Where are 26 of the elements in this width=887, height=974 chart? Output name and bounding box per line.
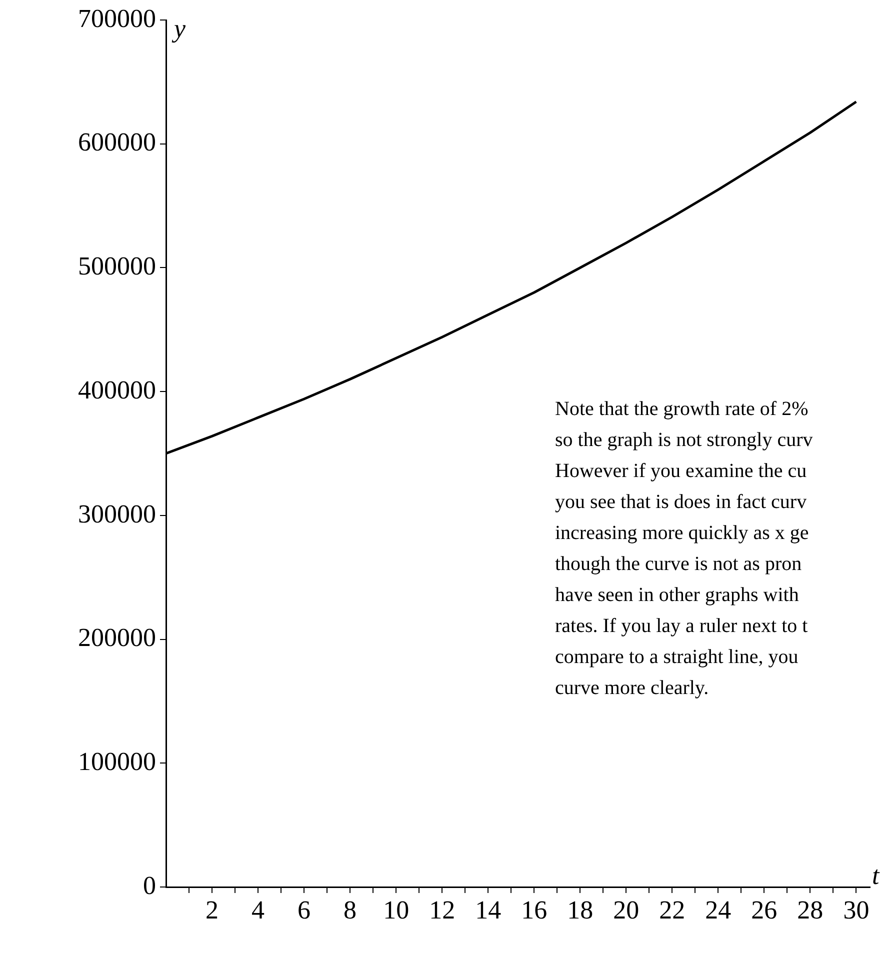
y-tick-label: 300000 bbox=[78, 499, 156, 528]
x-tick-label: 26 bbox=[751, 895, 778, 924]
x-tick-label: 24 bbox=[705, 895, 732, 924]
x-tick-label: 20 bbox=[613, 895, 640, 924]
x-tick-label: 6 bbox=[298, 895, 311, 924]
x-tick-label: 2 bbox=[206, 895, 219, 924]
x-tick-label: 10 bbox=[383, 895, 410, 924]
y-tick-label: 700000 bbox=[78, 4, 156, 33]
x-tick-label: 8 bbox=[344, 895, 357, 924]
x-tick-label: 18 bbox=[567, 895, 594, 924]
x-tick-label: 12 bbox=[429, 895, 456, 924]
x-tick-label: 22 bbox=[659, 895, 686, 924]
y-tick-label: 600000 bbox=[78, 128, 156, 157]
x-tick-label: 16 bbox=[521, 895, 548, 924]
y-tick-label: 0 bbox=[143, 870, 156, 900]
x-axis-title: t bbox=[872, 860, 880, 890]
y-tick-label: 200000 bbox=[78, 623, 156, 652]
y-tick-label: 500000 bbox=[78, 252, 156, 281]
y-tick-label: 100000 bbox=[78, 746, 156, 776]
text: Note that the growth rate of 2% so the graph is not strongly curv However if you examine the cu you see that is does in fact curv increasing more quickly as x ge though the curve is not as pron have seen in other graphs with rates. If you lay a ruler next to t compare to a straight line, you curve more clearly. bbox=[555, 398, 813, 699]
y-tick-label: 400000 bbox=[78, 375, 156, 404]
x-tick-label: 14 bbox=[475, 895, 502, 924]
x-tick-label: 4 bbox=[252, 895, 265, 924]
y-axis-title: y bbox=[171, 14, 186, 43]
x-tick-label: 30 bbox=[843, 895, 870, 924]
x-tick-label: 28 bbox=[797, 895, 824, 924]
